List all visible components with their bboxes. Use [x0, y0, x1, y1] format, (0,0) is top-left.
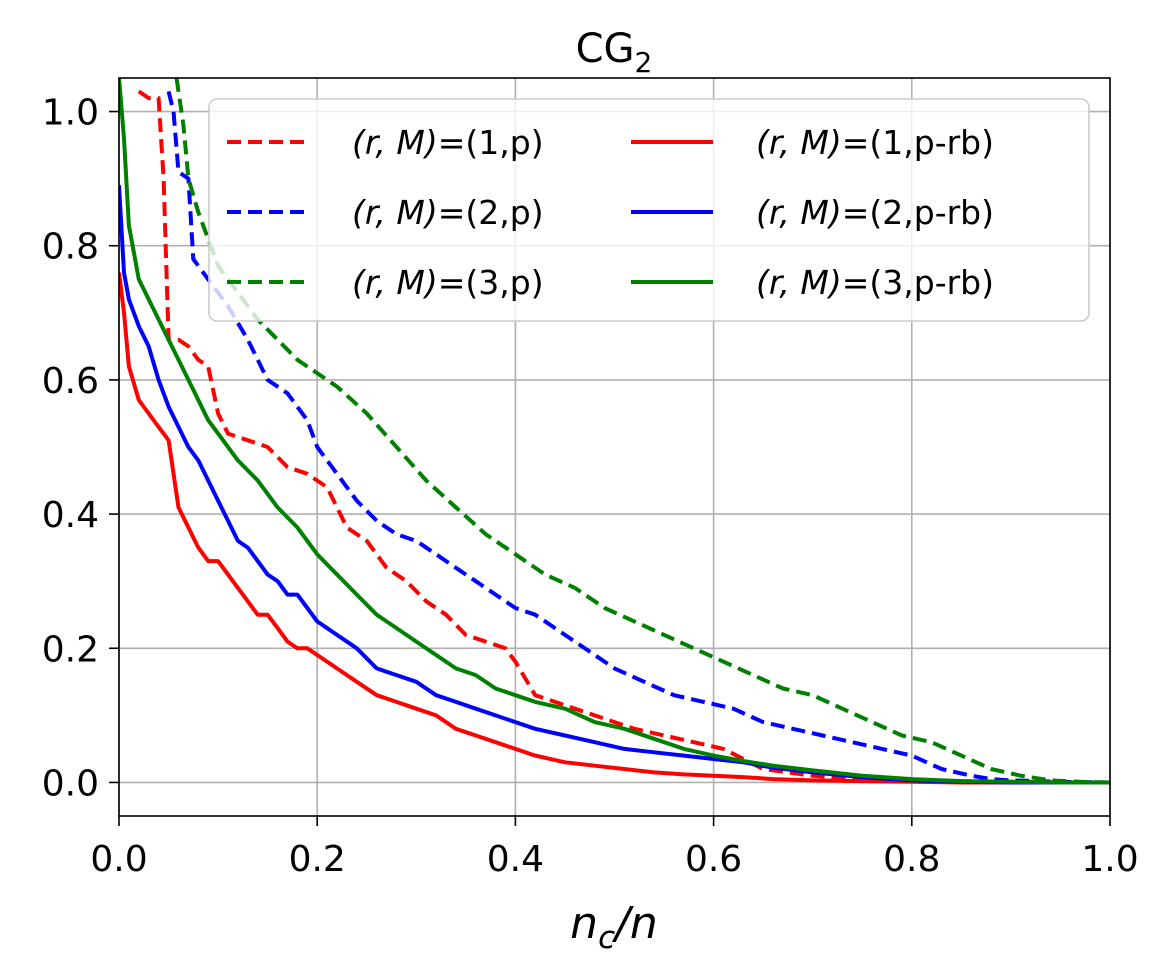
legend-label-4: (r, M)=(1,p-rb) — [756, 123, 994, 162]
legend-label-math: (r, M) — [756, 193, 842, 232]
legend-label-1: (r, M)=(1,p) — [352, 123, 544, 162]
x-axis-label-subscript: c — [598, 920, 615, 956]
x-tick-label: 0.0 — [90, 839, 147, 880]
y-tick-label: 0.8 — [42, 227, 99, 268]
x-axis-label: nc/n — [570, 898, 658, 956]
plot-frame — [118, 77, 1111, 817]
y-tick-label: 0.4 — [42, 495, 99, 536]
y-tick-label: 1.0 — [42, 93, 99, 134]
series-line-6 — [119, 78, 1110, 785]
y-tick-label: 0.0 — [42, 763, 99, 804]
legend-label-math: (r, M) — [352, 193, 438, 232]
legend-label-3: (r, M)=(3,p) — [352, 263, 544, 302]
axis-ticks: 0.0 0.2 0.4 0.6 0.8 1.0 0.0 0.2 0.4 0.6 0.8 1.0 — [42, 93, 1139, 880]
legend-label-math: (r, M) — [756, 263, 842, 302]
legend-label-math: (r, M) — [352, 263, 438, 302]
series-line-4 — [119, 272, 1110, 785]
y-tick-label: 0.2 — [42, 629, 99, 670]
legend-label-tail: =(3,p-rb) — [842, 263, 994, 302]
y-tick-label: 0.6 — [42, 361, 99, 402]
chart-title: CG2 — [576, 26, 653, 79]
legend-label-math: (r, M) — [756, 123, 842, 162]
legend-label-6: (r, M)=(3,p-rb) — [756, 263, 994, 302]
legend-label-tail: =(3,p) — [438, 263, 544, 302]
x-tick-label: 0.6 — [685, 839, 742, 880]
x-tick-label: 1.0 — [1081, 839, 1138, 880]
legend-label-tail: =(2,p-rb) — [842, 193, 994, 232]
x-tick-label: 0.2 — [289, 839, 346, 880]
x-axis-label-base: n — [570, 898, 598, 949]
series-line-3 — [174, 78, 1110, 785]
legend-label-math: (r, M) — [352, 123, 438, 162]
x-axis-label-tail: /n — [611, 898, 658, 949]
legend-label-tail: =(1,p-rb) — [842, 123, 994, 162]
x-tick-label: 0.8 — [883, 839, 940, 880]
legend-entries: (r, M)=(1,p)(r, M)=(2,p)(r, M)=(3,p)(r, … — [227, 123, 994, 302]
chart-title-base: CG — [576, 26, 635, 72]
legend-label-5: (r, M)=(2,p-rb) — [756, 193, 994, 232]
legend-label-2: (r, M)=(2,p) — [352, 193, 544, 232]
chart-title-subscript: 2 — [635, 46, 653, 79]
legend-label-tail: =(2,p) — [438, 193, 544, 232]
legend-label-tail: =(1,p) — [438, 123, 544, 162]
x-tick-label: 0.4 — [487, 839, 544, 880]
series-line-1 — [137, 89, 1110, 785]
legend: (r, M)=(1,p)(r, M)=(2,p)(r, M)=(3,p)(r, … — [208, 98, 1090, 322]
